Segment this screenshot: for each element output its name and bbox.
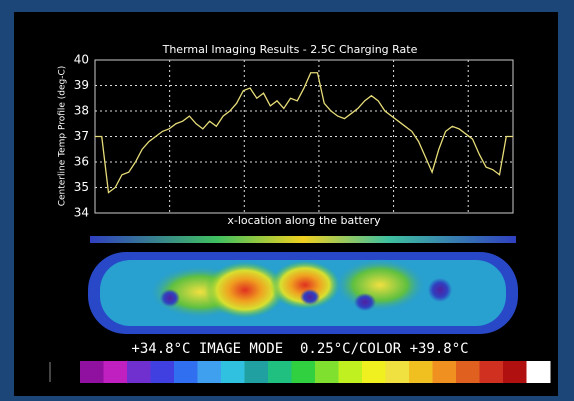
color-swatch [80,361,104,383]
color-swatch [503,361,527,383]
color-swatch [127,361,151,383]
chart-title: Thermal Imaging Results - 2.5C Charging … [162,43,418,56]
color-swatch [221,361,245,383]
color-swatch [456,361,480,383]
color-swatch [339,361,363,383]
color-swatch [362,361,386,383]
color-scale [80,361,551,383]
y-tick-label: 37 [74,129,89,143]
display [14,12,558,396]
color-swatch [433,361,457,383]
cold-spot [160,289,180,307]
y-tick-label: 39 [74,78,89,92]
color-swatch [174,361,198,383]
color-swatch [198,361,222,383]
y-tick-label: 35 [74,180,89,194]
y-tick-label: 34 [74,206,89,220]
color-swatch [386,361,410,383]
warm-region [335,259,425,311]
color-swatch [527,361,551,383]
cold-spot [300,289,320,305]
color-swatch [245,361,269,383]
color-swatch [151,361,175,383]
y-tick-label: 36 [74,155,89,169]
color-swatch [315,361,339,383]
y-tick-label: 40 [74,53,89,67]
color-swatch [409,361,433,383]
y-axis-label: Centerline Temp Profile (deg-C) [58,66,68,207]
color-swatch [104,361,128,383]
cold-spot [354,293,376,311]
color-swatch [480,361,504,383]
color-swatch [292,361,316,383]
cold-spot [428,278,452,302]
thermal-caption: +34.8°C IMAGE MODE 0.25°C/COLOR +39.8°C [131,341,468,357]
color-swatch [268,361,292,383]
y-tick-label: 38 [74,104,89,118]
x-axis-label: x-location along the battery [227,214,381,227]
screen: Thermal Imaging Results - 2.5C Charging … [0,0,574,401]
thermal-strip [90,236,516,243]
